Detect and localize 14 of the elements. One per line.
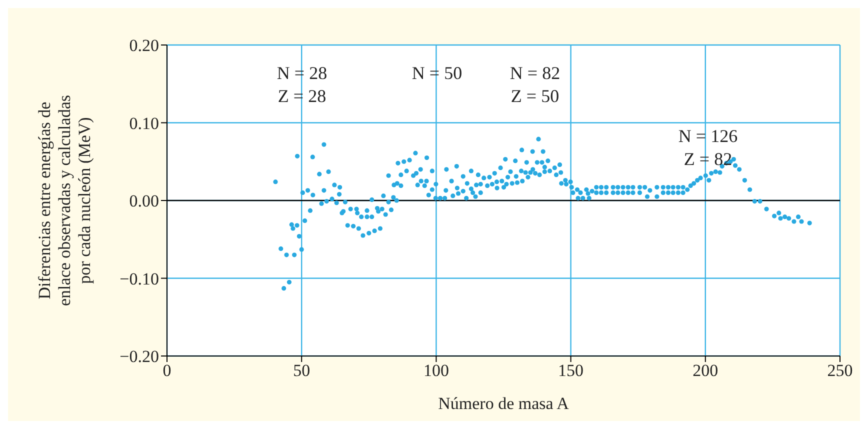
annotation: N = 82 Z = 50 <box>508 62 562 108</box>
x-tick-label: 0 <box>162 361 172 380</box>
y-tick-label: 0.10 <box>129 114 159 133</box>
x-tick-label: 100 <box>423 361 449 380</box>
x-axis-title: Número de masa A <box>438 394 570 413</box>
y-tick-label: −0.20 <box>120 347 159 366</box>
y-axis-title: Diferencias entre energías de enlace observadas y calculadas por cada nucleón (MeV) <box>35 95 94 306</box>
y-tick-label: 0.00 <box>129 192 159 211</box>
y-tick-label: −0.10 <box>120 269 159 288</box>
x-tick-label: 150 <box>558 361 584 380</box>
y-tick-label: 0.20 <box>129 36 159 56</box>
x-tick-label: 50 <box>293 361 310 380</box>
x-tick-label: 200 <box>692 361 718 380</box>
x-tick-label: 250 <box>827 361 853 380</box>
